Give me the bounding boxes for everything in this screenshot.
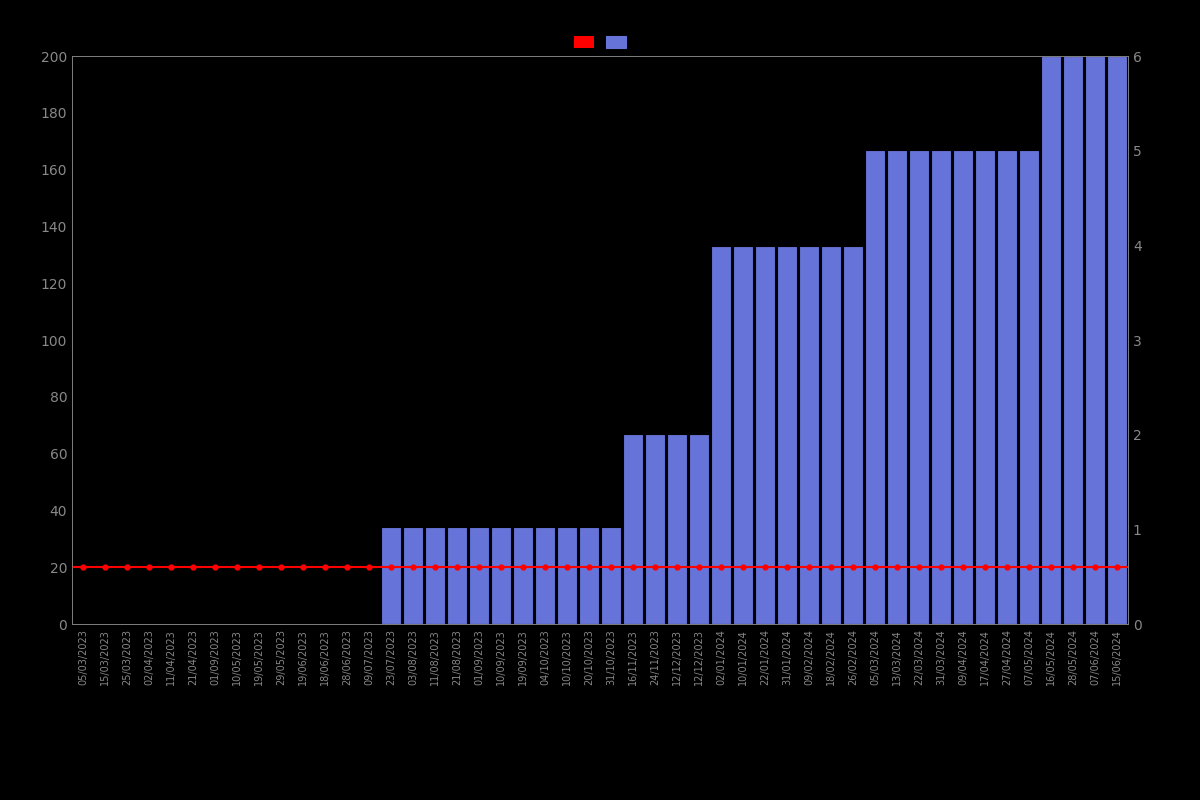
Bar xyxy=(908,150,930,624)
Bar xyxy=(821,246,841,624)
Bar xyxy=(689,434,709,624)
Bar xyxy=(425,527,445,624)
Bar xyxy=(974,150,996,624)
Bar xyxy=(710,246,732,624)
Bar xyxy=(534,527,556,624)
Bar xyxy=(578,527,600,624)
Bar xyxy=(666,434,688,624)
Bar xyxy=(1106,56,1128,624)
Legend: , : , xyxy=(570,32,630,54)
Bar xyxy=(557,527,577,624)
Bar xyxy=(887,150,907,624)
Bar xyxy=(446,527,468,624)
Bar xyxy=(644,434,666,624)
Bar xyxy=(1040,56,1062,624)
Bar xyxy=(600,527,622,624)
Bar xyxy=(512,527,534,624)
Bar xyxy=(798,246,820,624)
Bar xyxy=(953,150,973,624)
Bar xyxy=(842,246,864,624)
Bar xyxy=(402,527,424,624)
Bar xyxy=(864,150,886,624)
Bar xyxy=(468,527,490,624)
Bar xyxy=(776,246,798,624)
Bar xyxy=(380,527,402,624)
Bar xyxy=(1085,56,1105,624)
Bar xyxy=(732,246,754,624)
Bar xyxy=(930,150,952,624)
Bar xyxy=(623,434,643,624)
Bar xyxy=(755,246,775,624)
Bar xyxy=(996,150,1018,624)
Bar xyxy=(491,527,511,624)
Bar xyxy=(1019,150,1039,624)
Bar xyxy=(1062,56,1084,624)
